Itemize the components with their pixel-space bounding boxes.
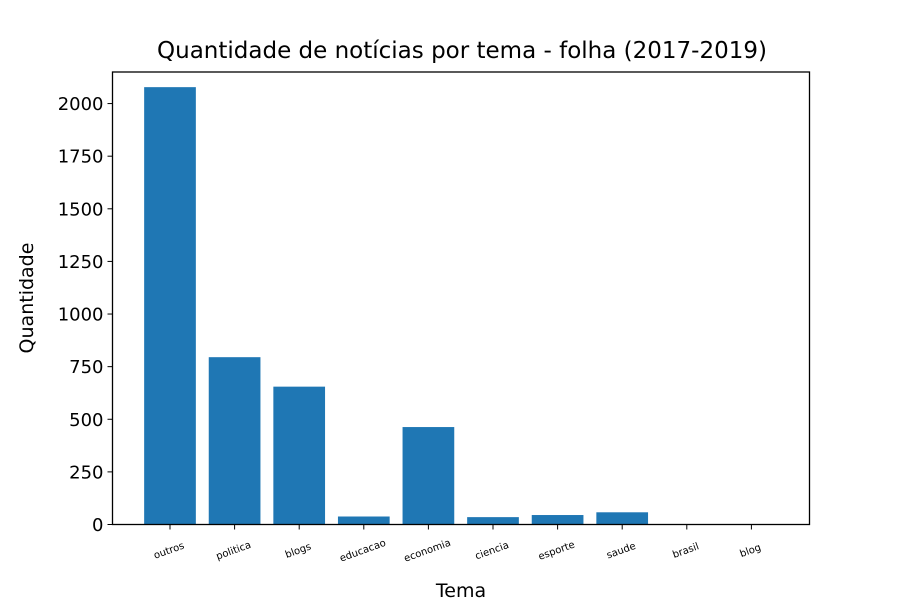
y-tick-label: 250 <box>69 462 103 483</box>
bars-layer <box>144 87 649 525</box>
bar-saude <box>596 512 649 525</box>
y-axis-title: Quantidade <box>16 243 38 354</box>
bar-educacao <box>337 516 390 525</box>
y-tick-label: 2000 <box>58 94 104 115</box>
bar-outros <box>144 87 196 525</box>
bar-economia <box>402 427 455 525</box>
y-tick-label: 1500 <box>58 199 104 220</box>
chart-title: Quantidade de notícias por tema - folha … <box>157 38 767 64</box>
y-axis: 0 250 500 750 1000 1250 1500 1750 2000 <box>58 94 113 536</box>
y-tick-label: 1750 <box>58 147 104 168</box>
bar-ciencia <box>467 517 519 525</box>
y-tick-label: 750 <box>69 357 103 378</box>
y-tick-label: 500 <box>69 410 103 431</box>
y-tick-label: 0 <box>92 515 103 536</box>
y-tick-label: 1250 <box>58 252 104 273</box>
x-axis-title: Tema <box>435 580 486 600</box>
bar-politica <box>208 357 261 525</box>
bar-esporte <box>531 515 584 525</box>
bar-blogs <box>273 386 326 525</box>
plot-frame <box>111 71 811 526</box>
y-tick-label: 1000 <box>58 305 104 326</box>
